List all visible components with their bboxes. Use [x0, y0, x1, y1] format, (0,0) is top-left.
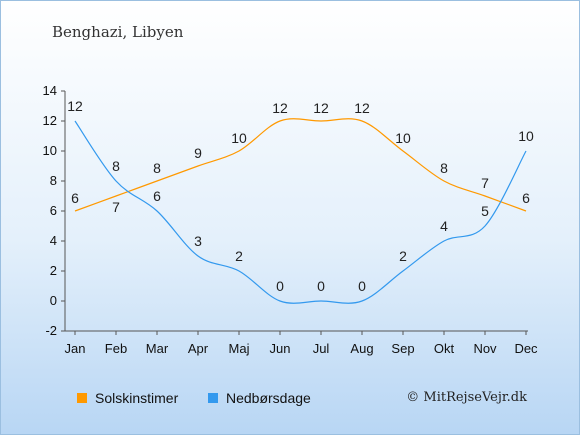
y-tick-label: 2: [50, 263, 57, 278]
chart-series: [74, 118, 527, 304]
rain-data-label: 2: [235, 248, 243, 264]
sun-data-label: 10: [231, 130, 247, 146]
sun-legend-label: Solskinstimer: [95, 390, 179, 406]
rain-data-label: 8: [112, 158, 120, 174]
y-tick-label: 12: [43, 113, 57, 128]
rain-data-label: 6: [153, 188, 161, 204]
copyright-text: © MitRejseVejr.dk: [406, 390, 527, 405]
sun-legend-swatch: [77, 393, 87, 403]
x-tick-label: Apr: [188, 341, 209, 356]
x-tick-label: Jan: [65, 341, 86, 356]
x-tick-label: Feb: [105, 341, 127, 356]
y-tick-label: -2: [45, 323, 57, 338]
sun-data-label: 10: [395, 130, 411, 146]
y-tick-label: 14: [43, 83, 57, 98]
sun-data-label: 12: [354, 100, 370, 116]
x-tick-label: Jun: [270, 341, 291, 356]
rain-data-label: 0: [358, 278, 366, 294]
rain-data-label: 0: [276, 278, 284, 294]
y-tick-label: 8: [50, 173, 57, 188]
x-tick-label: Okt: [434, 341, 455, 356]
sun-data-label: 6: [522, 190, 530, 206]
y-tick-label: 0: [50, 293, 57, 308]
chart-data-labels: 6 12 7 8 8 6 9 3 10 2 12 0 12 0 12 0 10 2 8 4 7 5 6 10: [67, 98, 534, 294]
location-title: Benghazi, Libyen: [52, 23, 184, 41]
y-tick-label: 4: [50, 233, 57, 248]
x-tick-label: Dec: [514, 341, 538, 356]
sun-data-label: 7: [481, 175, 489, 191]
sun-data-label: 8: [153, 160, 161, 176]
sun-data-label: 8: [440, 160, 448, 176]
rain-data-label: 0: [317, 278, 325, 294]
rain-series-line: [74, 120, 527, 304]
rain-data-label: 5: [481, 203, 489, 219]
rain-legend-label: Nedbørsdage: [226, 390, 311, 406]
y-tick-label: 10: [43, 143, 57, 158]
sun-data-label: 9: [194, 145, 202, 161]
sun-data-label: 12: [313, 100, 329, 116]
rain-data-label: 12: [67, 98, 83, 114]
sun-data-label: 7: [112, 199, 120, 215]
sun-data-label: 12: [272, 100, 288, 116]
rain-data-label: 3: [194, 233, 202, 249]
x-tick-label: Maj: [229, 341, 250, 356]
x-tick-label: Mar: [146, 341, 169, 356]
rain-legend-swatch: [208, 393, 218, 403]
rain-data-label: 10: [518, 128, 534, 144]
y-tick-label: 6: [50, 203, 57, 218]
x-tick-label: Aug: [350, 341, 373, 356]
x-tick-label: Jul: [313, 341, 330, 356]
rain-data-label: 2: [399, 248, 407, 264]
x-tick-label: Sep: [391, 341, 414, 356]
sun-series-line: [74, 118, 527, 212]
legend-rain: Nedbørsdage: [208, 390, 311, 406]
legend-sun: Solskinstimer: [77, 390, 178, 406]
rain-data-label: 4: [440, 218, 448, 234]
sun-data-label: 6: [71, 190, 79, 206]
x-tick-label: Nov: [473, 341, 497, 356]
